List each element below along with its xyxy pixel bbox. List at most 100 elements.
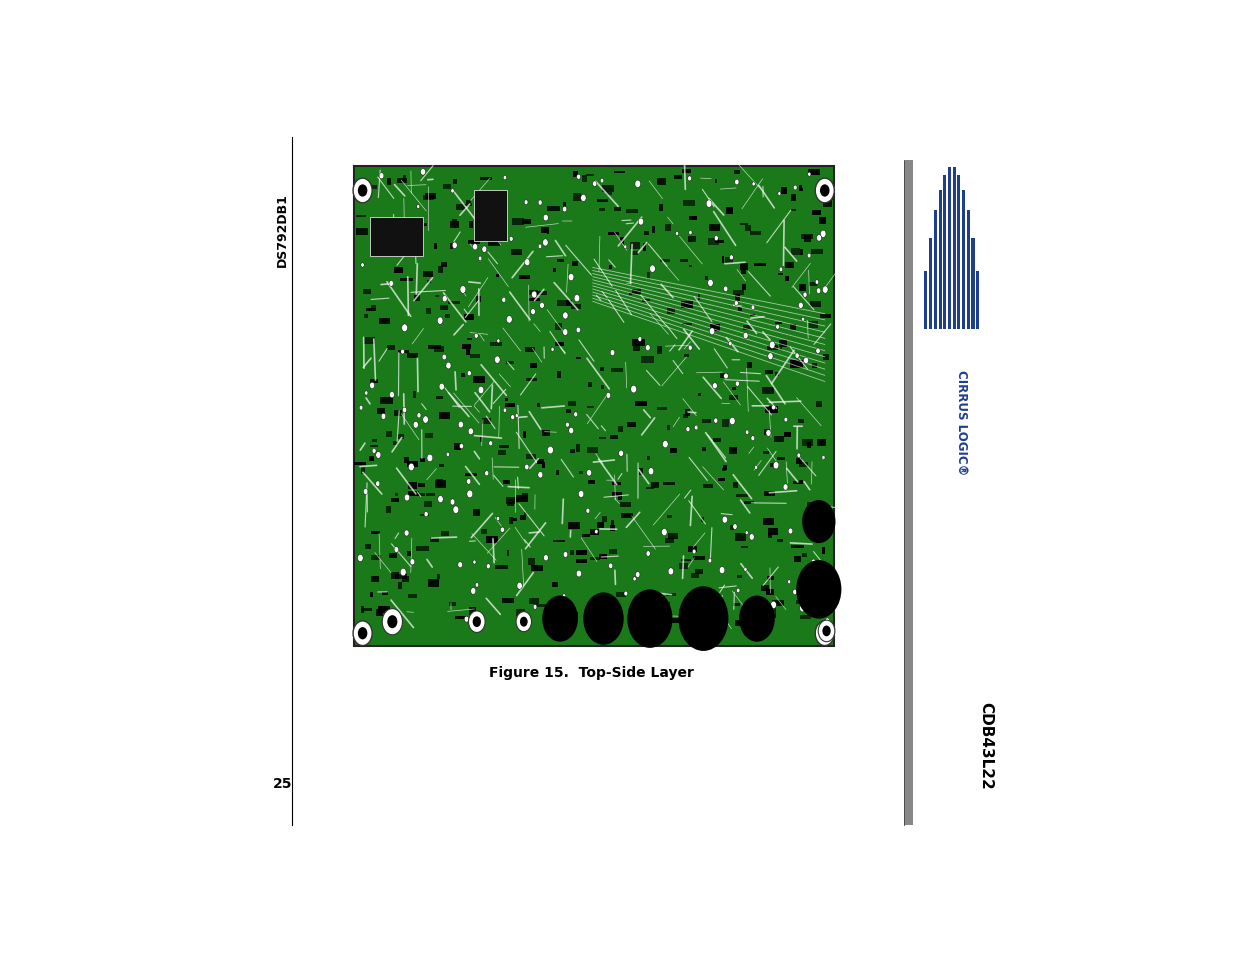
Ellipse shape — [735, 180, 739, 186]
Bar — [800, 234, 813, 239]
Ellipse shape — [816, 349, 820, 355]
Bar — [640, 468, 643, 476]
Bar — [799, 186, 803, 191]
Bar — [473, 377, 484, 383]
Bar — [766, 590, 774, 596]
Ellipse shape — [574, 295, 579, 302]
Bar — [467, 201, 471, 207]
Bar — [618, 493, 622, 500]
Ellipse shape — [593, 182, 597, 187]
Bar — [353, 167, 834, 647]
Ellipse shape — [494, 356, 500, 364]
Bar — [587, 448, 598, 453]
Bar — [475, 296, 482, 303]
Bar — [424, 196, 433, 201]
Bar — [710, 325, 720, 332]
Bar — [645, 613, 653, 617]
Ellipse shape — [689, 232, 692, 235]
Bar — [610, 436, 618, 440]
Bar — [557, 260, 564, 263]
Bar — [802, 439, 813, 447]
Bar — [390, 573, 399, 579]
Ellipse shape — [739, 596, 774, 642]
Bar — [808, 170, 820, 175]
Bar — [669, 618, 679, 623]
Bar — [572, 261, 578, 267]
Bar — [816, 440, 825, 446]
Bar — [669, 449, 677, 454]
Bar — [663, 482, 674, 486]
Bar — [398, 582, 401, 590]
Ellipse shape — [375, 452, 380, 458]
Bar — [567, 410, 572, 414]
Bar — [438, 413, 451, 419]
Bar — [609, 266, 611, 270]
Ellipse shape — [468, 611, 485, 633]
Ellipse shape — [538, 472, 543, 478]
Bar — [736, 620, 748, 626]
Bar — [643, 232, 650, 235]
Bar — [516, 609, 525, 616]
Bar — [725, 258, 732, 264]
Ellipse shape — [638, 337, 642, 342]
Ellipse shape — [478, 256, 482, 261]
Bar — [792, 249, 799, 256]
Ellipse shape — [500, 528, 504, 533]
Ellipse shape — [503, 176, 506, 181]
Bar — [416, 546, 430, 552]
Bar — [452, 220, 457, 222]
Bar — [408, 552, 411, 557]
Ellipse shape — [662, 441, 668, 448]
Ellipse shape — [688, 346, 692, 351]
Bar — [479, 437, 483, 442]
Ellipse shape — [799, 303, 803, 309]
Bar — [934, 211, 937, 330]
Ellipse shape — [506, 316, 513, 324]
Ellipse shape — [766, 430, 771, 436]
Bar — [531, 565, 543, 572]
Ellipse shape — [778, 193, 781, 196]
Ellipse shape — [563, 313, 568, 319]
Bar — [425, 194, 436, 199]
Bar — [363, 290, 372, 295]
Bar — [736, 495, 748, 497]
Bar — [464, 315, 474, 321]
Ellipse shape — [446, 363, 451, 370]
Bar — [598, 199, 608, 203]
Bar — [742, 325, 752, 331]
Ellipse shape — [746, 431, 748, 435]
Bar — [762, 586, 769, 592]
Bar — [703, 484, 713, 489]
Bar — [505, 403, 515, 408]
Ellipse shape — [610, 351, 615, 356]
Bar — [464, 474, 468, 476]
Bar — [957, 176, 961, 330]
Bar — [552, 582, 558, 588]
Ellipse shape — [776, 325, 779, 330]
Ellipse shape — [422, 416, 429, 424]
Bar — [809, 283, 816, 287]
Ellipse shape — [379, 173, 384, 179]
Bar — [408, 595, 416, 598]
Bar — [632, 339, 645, 347]
Bar — [811, 364, 818, 369]
Bar — [450, 222, 458, 229]
Bar — [614, 172, 625, 174]
Bar — [372, 306, 377, 310]
Bar — [490, 343, 501, 347]
Ellipse shape — [580, 195, 587, 202]
Ellipse shape — [440, 384, 445, 391]
Bar — [618, 426, 624, 433]
Bar — [468, 222, 473, 229]
Bar — [426, 309, 431, 314]
Bar — [372, 577, 379, 582]
Bar — [366, 185, 377, 190]
Bar — [522, 431, 526, 438]
Bar — [541, 228, 550, 233]
Bar — [421, 224, 427, 227]
Ellipse shape — [382, 248, 387, 253]
Ellipse shape — [811, 559, 816, 565]
Ellipse shape — [685, 427, 690, 433]
Ellipse shape — [631, 617, 637, 624]
Bar — [777, 457, 785, 460]
